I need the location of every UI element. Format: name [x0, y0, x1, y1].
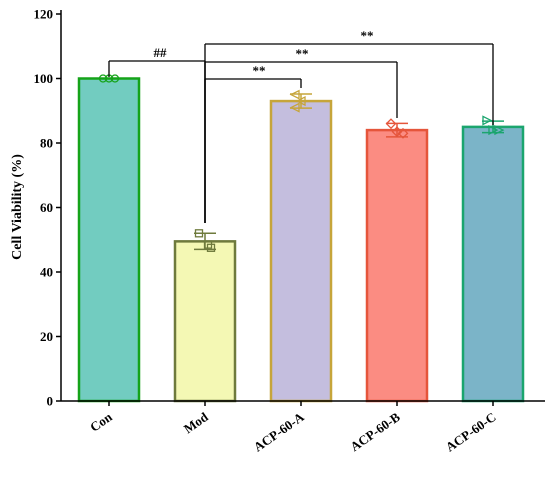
data-point: [385, 118, 397, 130]
data-point: [397, 127, 409, 139]
y-tick-label: 40: [40, 265, 53, 280]
data-point: [194, 229, 204, 238]
y-tick-label: 120: [34, 7, 54, 22]
x-tick-label: ACP-60-C: [443, 409, 499, 454]
significance-label: **: [296, 46, 309, 61]
x-tick-label: Con: [87, 409, 115, 435]
significance-bracket: **: [204, 63, 302, 223]
y-tick-label: 20: [40, 329, 53, 344]
significance-label: **: [253, 63, 266, 78]
y-tick-label: 100: [34, 71, 54, 86]
x-tick-label: ACP-60-B: [347, 409, 403, 454]
data-point: [206, 243, 216, 252]
bar-acp-60-c: [461, 125, 525, 403]
x-tick-label: Mod: [181, 409, 212, 437]
bar-acp-60-a: [269, 99, 333, 403]
bar-mod: [173, 240, 237, 403]
data-point: [295, 96, 306, 107]
y-tick-label: 60: [40, 200, 53, 215]
bar-con: [77, 77, 141, 403]
significance-bracket: **: [204, 28, 494, 223]
data-point: [289, 102, 300, 113]
x-tick-label: ACP-60-A: [251, 409, 307, 455]
data-point: [482, 115, 493, 126]
data-point: [289, 89, 300, 100]
y-tick-label: 80: [40, 136, 53, 151]
significance-label: ##: [154, 45, 168, 60]
y-tick-label: 0: [47, 394, 54, 409]
data-point: [98, 74, 108, 83]
data-point: [110, 74, 120, 83]
data-point: [494, 125, 505, 136]
data-point: [391, 126, 403, 138]
bar-acp-60-b: [365, 128, 429, 403]
data-point: [488, 125, 499, 136]
significance-label: **: [361, 28, 374, 43]
y-axis-title: Cell Viability (%): [10, 154, 25, 260]
